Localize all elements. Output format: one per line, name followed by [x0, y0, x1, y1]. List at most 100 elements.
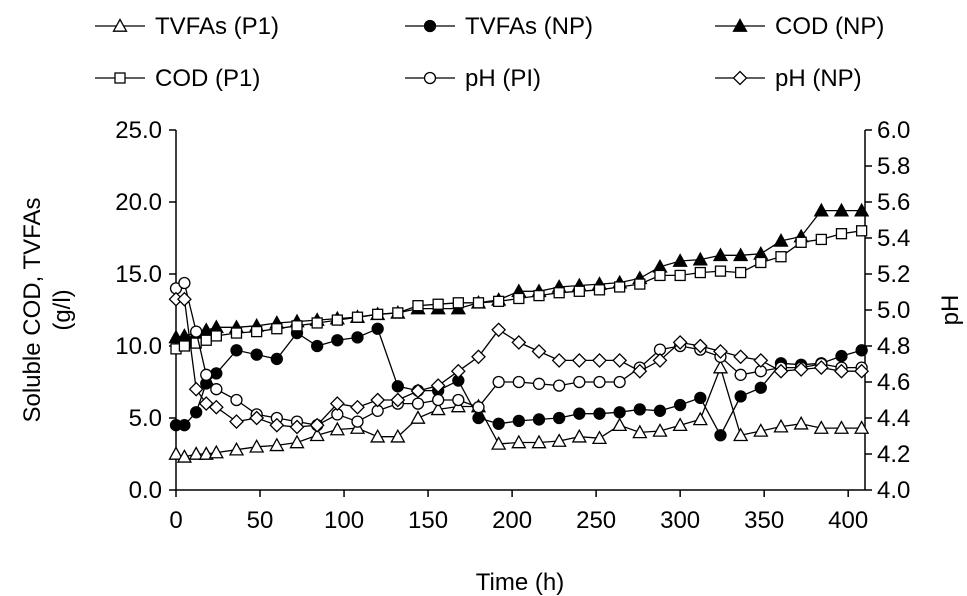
data-point [410, 383, 426, 399]
data-point [190, 406, 203, 419]
data-point [511, 434, 527, 449]
data-point [551, 433, 567, 447]
data-point [370, 428, 386, 443]
data-point [815, 233, 827, 246]
data-point [492, 417, 505, 430]
y2-tick-label: 4.0 [877, 477, 910, 504]
legend-label: TVFAs (NP) [465, 13, 593, 40]
data-point [672, 417, 688, 432]
data-point [592, 352, 607, 368]
legend-item: COD (P1) [95, 65, 260, 92]
data-point [229, 414, 244, 430]
data-point [533, 289, 545, 302]
data-point [632, 424, 648, 439]
data-point [612, 352, 628, 368]
data-point [391, 380, 404, 393]
data-point [329, 396, 345, 412]
y-tick-label: 20.0 [115, 189, 162, 216]
data-point [652, 352, 668, 368]
y2-axis-title: pH [937, 295, 964, 326]
data-point [613, 375, 626, 389]
series-layer [168, 202, 870, 463]
data-point [813, 420, 829, 434]
legend-label: pH (NP) [775, 65, 862, 92]
data-point [714, 429, 727, 442]
legend-item: pH (PI) [405, 65, 541, 92]
legend-label: pH (PI) [465, 65, 541, 92]
y2-tick-label: 4.2 [877, 441, 910, 468]
data-point [351, 331, 364, 344]
data-point [208, 399, 224, 415]
data-point [754, 381, 767, 394]
data-point [654, 269, 666, 282]
y2-tick-label: 4.8 [877, 333, 910, 360]
data-point [591, 430, 608, 445]
y-tick-label: 10.0 [115, 333, 162, 360]
data-point [271, 323, 283, 335]
data-point [734, 368, 747, 381]
ticks: 0 50 100 150 200 250 300 350 400 0.0 5.0 10.0 15.0 20… [115, 117, 910, 534]
x-tick-label: 400 [828, 507, 868, 534]
y-tick-label: 15.0 [115, 261, 162, 288]
data-point [452, 297, 464, 309]
legend-marker [112, 18, 128, 32]
data-point [491, 436, 507, 450]
x-tick-label: 350 [744, 507, 784, 534]
data-point [331, 334, 344, 347]
data-point [390, 392, 406, 408]
data-point [178, 276, 191, 290]
data-point [513, 292, 525, 305]
data-point [230, 344, 243, 357]
data-point [329, 421, 345, 436]
data-point [854, 202, 870, 217]
data-point [773, 363, 789, 379]
data-point [472, 411, 485, 425]
data-point [249, 438, 265, 453]
x-tick-label: 150 [408, 507, 448, 534]
data-point [210, 383, 223, 396]
data-point [773, 418, 789, 433]
y-tick-label: 0.0 [129, 477, 162, 504]
data-point [210, 367, 223, 380]
data-point [692, 411, 708, 426]
data-point [531, 343, 547, 359]
data-point [270, 352, 283, 366]
y2-tick-label: 4.4 [877, 405, 910, 432]
data-point [795, 236, 807, 248]
data-point [168, 446, 184, 460]
data-point [734, 266, 747, 279]
y-axis-title-line-2: (g/l) [49, 289, 76, 330]
data-point [593, 375, 606, 389]
data-point [712, 247, 729, 262]
data-point [311, 339, 324, 353]
data-point [430, 378, 446, 394]
data-point [200, 334, 212, 346]
y2-tick-label: 5.0 [877, 297, 910, 324]
data-point [834, 363, 849, 379]
data-point [512, 414, 525, 428]
data-point [692, 338, 708, 354]
data-point [493, 295, 505, 308]
data-point [430, 401, 446, 416]
series-cod-p1 [170, 225, 868, 355]
data-point [412, 300, 424, 312]
data-point [472, 297, 485, 309]
data-point [176, 449, 193, 463]
data-point [188, 446, 204, 460]
y2-tick-label: 4.6 [877, 369, 910, 396]
data-point [694, 391, 707, 404]
data-point [553, 287, 565, 299]
data-point [198, 446, 214, 460]
data-point [775, 251, 787, 263]
y-tick-label: 5.0 [129, 405, 162, 432]
data-point [854, 420, 870, 434]
data-point [553, 379, 566, 392]
data-point [793, 415, 809, 430]
data-point [188, 381, 204, 397]
data-point [593, 407, 606, 420]
series-cod-np [168, 202, 870, 344]
data-point [612, 417, 628, 432]
x-tick-label: 300 [660, 507, 700, 534]
data-point [854, 363, 870, 379]
